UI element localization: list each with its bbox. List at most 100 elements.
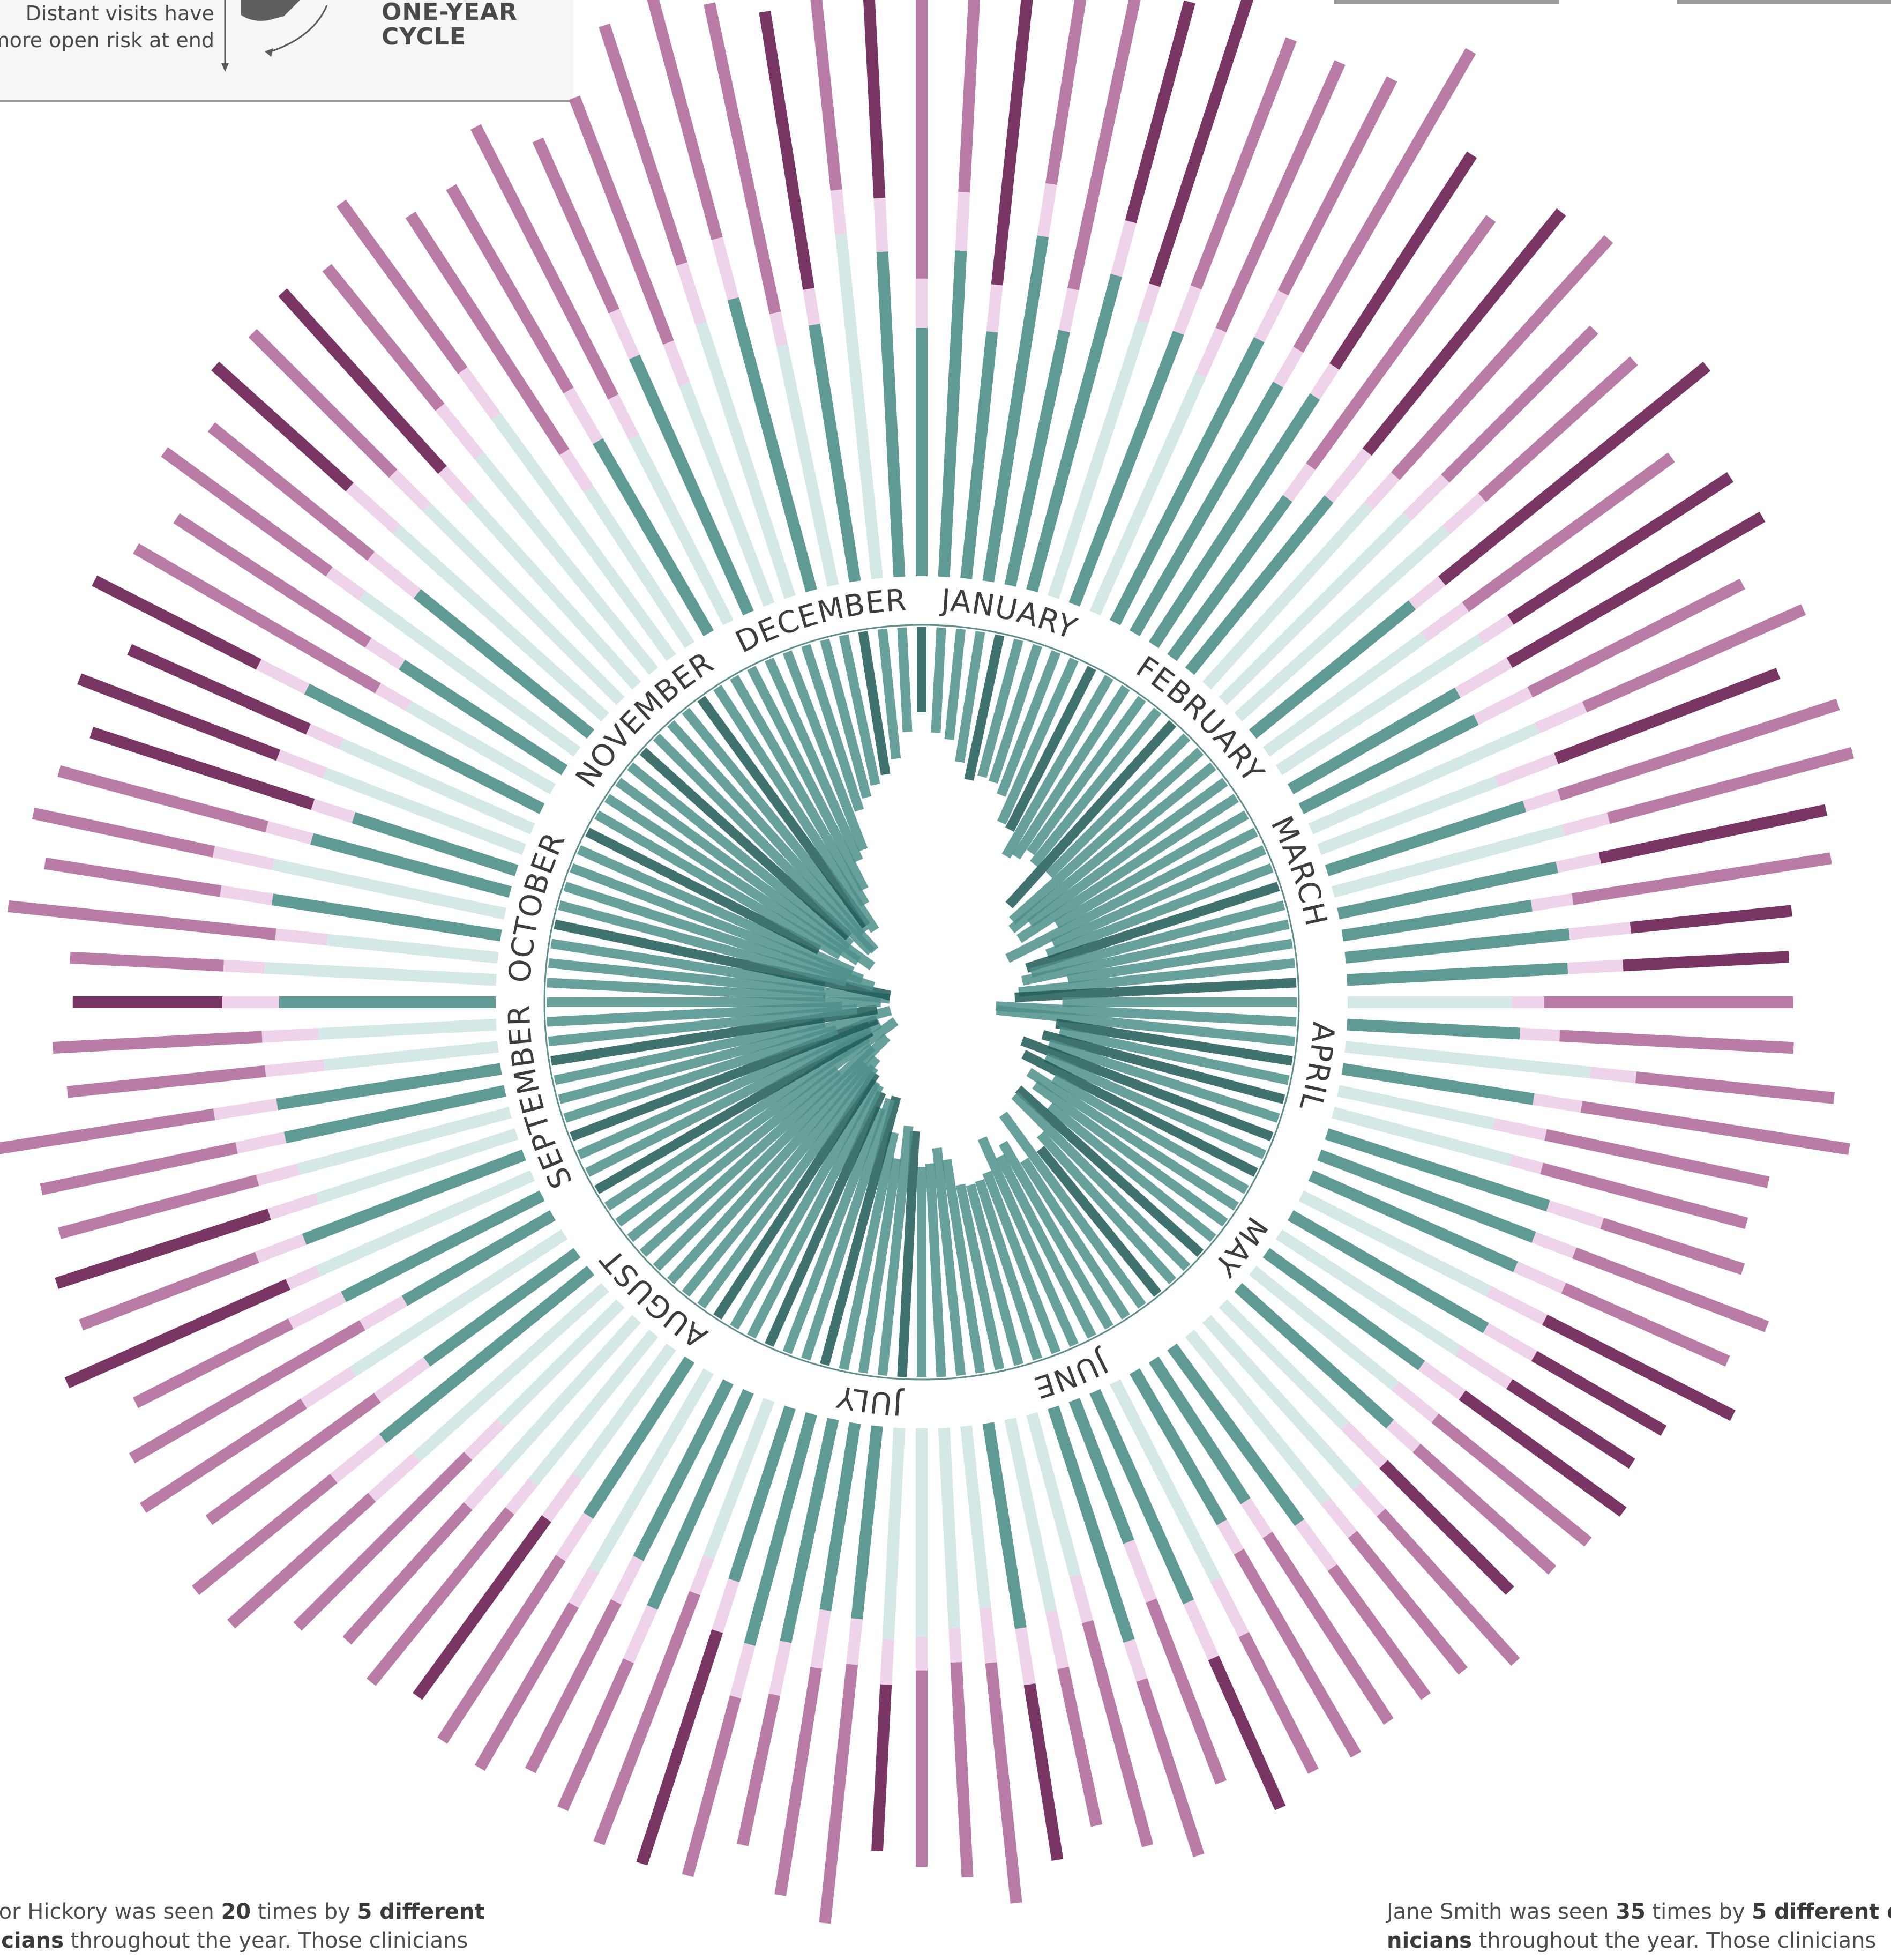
- outer-visit-bar: [1334, 1084, 1770, 1188]
- inner-visit-bar: [998, 1141, 1113, 1330]
- outer-visit-bar: [66, 1040, 502, 1098]
- outer-bar-teal-segment: [401, 1209, 558, 1306]
- inner-visit-bar: [1051, 1074, 1249, 1194]
- outer-visit-bar: [1128, 1366, 1362, 1758]
- outer-visit-bar: [1047, 0, 1258, 602]
- outer-bar-teal-segment: [349, 1228, 570, 1377]
- outer-bar-fade-segment: [235, 1131, 287, 1154]
- outer-bar-teal-segment: [1334, 1084, 1496, 1130]
- outer-visit-bar: [1339, 852, 1832, 942]
- outer-bar-fade-segment: [880, 1639, 894, 1685]
- outer-bar-mauve-segment: [57, 765, 268, 833]
- outer-bar-mauve-segment: [1208, 1655, 1286, 1810]
- outer-bar-teal-segment: [1200, 502, 1373, 692]
- outer-bar-fade-segment: [1530, 893, 1574, 912]
- outer-visit-bar: [1260, 1246, 1627, 1517]
- legend-caption-line-1: Distant visits have: [25, 2, 214, 25]
- outer-bar-teal-segment: [780, 1415, 840, 1643]
- outer-bar-teal-segment: [1183, 495, 1334, 677]
- inner-visit-bar: [925, 1163, 946, 1377]
- inner-visit-bar: [977, 638, 1023, 778]
- outer-bar-teal-segment: [496, 1297, 627, 1428]
- outer-bar-fade-segment: [559, 449, 594, 493]
- outer-bar-fade-segment: [1183, 1599, 1219, 1660]
- inner-visit-bar: [713, 1070, 880, 1320]
- outer-visit-bar: [1067, 1395, 1227, 1785]
- outer-visit-bar: [1183, 1328, 1468, 1675]
- legend-caption: Distant visits have more open risk at en…: [0, 0, 214, 54]
- inner-visit-bar: [932, 1147, 966, 1376]
- note-right-middle: times by: [1645, 1899, 1752, 1924]
- outer-bar-teal-segment: [1296, 1189, 1492, 1297]
- outer-visit-bar: [1165, 1341, 1431, 1700]
- outer-bar-fade-segment: [435, 403, 484, 460]
- outer-bar-fade-segment: [438, 466, 475, 505]
- outer-bar-teal-segment: [629, 354, 755, 618]
- inner-visit-bar: [1026, 1068, 1239, 1211]
- inner-visit-bar: [1005, 666, 1096, 832]
- outer-bar-fade-segment: [1531, 1232, 1577, 1258]
- outer-bar-teal-segment: [310, 833, 514, 899]
- legend-panel: Distant visits have more open risk at en…: [0, 0, 573, 102]
- outer-visit-bar: [72, 996, 499, 1008]
- outer-bar-fade-segment: [1137, 283, 1161, 324]
- outer-bar-mauve-segment: [1023, 1683, 1064, 1861]
- outer-bar-fade-segment: [1492, 1118, 1547, 1141]
- outer-visit-bar: [982, 0, 1097, 585]
- outer-bar-mauve-segment: [599, 23, 687, 266]
- outer-bar-teal-segment: [1306, 722, 1539, 836]
- outer-visit-bar: [1025, 0, 1195, 595]
- inner-visit-bar: [667, 1061, 870, 1285]
- inner-visit-bar: [941, 1159, 985, 1374]
- inner-visit-bar: [548, 1004, 858, 1047]
- outer-bar-teal-segment: [593, 438, 715, 639]
- inner-visit-bar: [1058, 1026, 1290, 1085]
- outer-bar-mauve-segment: [1459, 1390, 1627, 1517]
- inner-visit-bar: [917, 627, 926, 713]
- outer-bar-mauve-segment: [89, 727, 315, 810]
- outer-visit-bar: [322, 264, 660, 677]
- note-right-line2-bold: nicians: [1387, 1928, 1472, 1953]
- outer-bar-mauve-segment: [132, 1318, 294, 1408]
- outer-visit-bar: [599, 23, 797, 602]
- outer-bar-fade-segment: [300, 1367, 356, 1409]
- outer-visit-bar: [57, 765, 514, 899]
- outer-bar-mauve-segment: [139, 1398, 307, 1513]
- outer-bar-mauve-segment: [759, 10, 815, 290]
- inner-visit-bar: [765, 657, 863, 863]
- outer-bar-mauve-segment: [1506, 1379, 1635, 1469]
- outer-bar-fade-segment: [769, 311, 788, 347]
- inner-visit-bar: [1067, 938, 1293, 984]
- outer-bar-fade-segment: [1442, 493, 1486, 534]
- outer-visit-bar: [859, 0, 906, 580]
- outer-bar-teal-segment: [304, 683, 548, 816]
- outer-bar-fade-segment: [286, 1265, 321, 1290]
- inner-visit-bar: [1026, 696, 1146, 855]
- outer-bar-fade-segment: [1015, 1627, 1036, 1686]
- inner-visit-bar: [558, 900, 848, 987]
- outer-visit-bar: [191, 1264, 596, 1595]
- inner-visit-bar: [1045, 863, 1274, 959]
- outer-bar-fade-segment: [288, 1291, 347, 1329]
- outer-bar-teal-segment: [1232, 525, 1451, 724]
- outer-visit-bar: [1216, 325, 1598, 707]
- outer-bar-mauve-segment: [446, 184, 574, 394]
- outer-bar-fade-segment: [1486, 1286, 1548, 1325]
- outer-bar-mauve-segment: [0, 1108, 215, 1156]
- outer-bar-mauve-segment: [1606, 747, 1855, 824]
- outer-bar-teal-segment: [1342, 928, 1570, 964]
- outer-bar-fade-segment: [261, 1028, 319, 1043]
- outer-bar-mauve-segment: [1306, 215, 1496, 471]
- outer-bar-teal-segment: [647, 1387, 755, 1610]
- outer-visit-bar: [53, 1018, 499, 1054]
- outer-bar-mauve-segment: [1149, 0, 1258, 287]
- outer-bar-fade-segment: [388, 469, 431, 512]
- outer-visit-bar: [0, 1062, 505, 1156]
- outer-bar-fade-segment: [979, 1607, 997, 1664]
- outer-bar-fade-segment: [213, 1098, 278, 1120]
- outer-bar-mauve-segment: [1327, 1564, 1431, 1700]
- inner-visit-bar: [1011, 1092, 1191, 1271]
- inner-visit-bar: [604, 794, 861, 965]
- outer-bar-mauve-segment: [1067, 0, 1147, 290]
- outer-bar-teal-segment: [628, 434, 735, 628]
